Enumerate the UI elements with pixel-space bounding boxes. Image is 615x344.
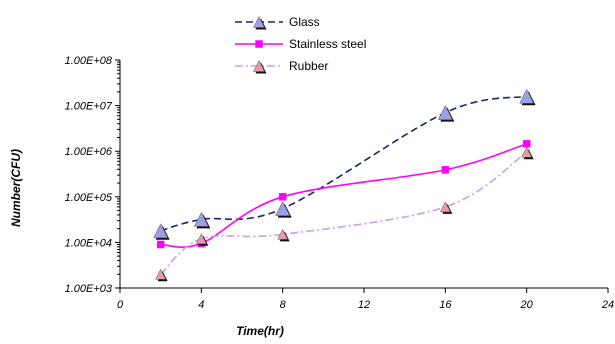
x-tick-label: 16 [439, 299, 452, 311]
x-tick-label: 8 [280, 299, 287, 311]
x-tick-label: 20 [520, 299, 534, 311]
data-point-glass [437, 105, 453, 120]
y-tick-label: 1.00E+04 [65, 237, 112, 249]
legend-label-stainless-steel: Stainless steel [289, 37, 366, 51]
data-point-glass [193, 211, 209, 227]
series-line-glass [160, 95, 527, 232]
y-tick-label: 1.00E+07 [65, 101, 113, 113]
y-axis-title: Number(CFU) [9, 149, 23, 227]
axes: 1.00E+03 1.00E+04 1.00E+05 1.00E+06 1.00E+07… [65, 55, 615, 311]
legend-label-rubber: Rubber [289, 59, 328, 73]
series-markers [153, 88, 536, 282]
data-point-rubber [521, 146, 533, 158]
y-tick-label: 1.00E+06 [65, 146, 113, 158]
legend-label-glass: Glass [289, 15, 320, 29]
data-point-stainless-steel [522, 140, 531, 148]
data-point-glass [153, 223, 169, 239]
data-point-stainless-steel [156, 240, 165, 249]
series-line-rubber [160, 151, 528, 275]
x-tick-label: 24 [601, 299, 614, 311]
legend: Glass Stainless steel Rubber [235, 15, 366, 74]
y-tick-label: 1.00E+05 [65, 192, 113, 204]
data-point-rubber [439, 201, 451, 213]
data-point-stainless-steel [278, 193, 287, 201]
legend-marker-glass [253, 15, 265, 28]
legend-marker-stainless-steel [255, 40, 263, 48]
series-line-stainless-steel [160, 143, 527, 248]
legend-marker-rubber [253, 59, 265, 72]
x-tick-label: 4 [198, 299, 204, 311]
data-point-rubber [195, 233, 207, 245]
x-axis-title: Time(hr) [236, 324, 284, 338]
data-point-rubber [155, 268, 167, 280]
series-lines [160, 95, 528, 275]
y-tick-label: 1.00E+08 [65, 55, 113, 67]
data-point-stainless-steel [441, 166, 450, 174]
x-tick-label: 12 [358, 299, 370, 311]
y-tick-label: 1.00E+03 [65, 283, 113, 295]
data-point-glass [519, 88, 535, 104]
data-point-glass [275, 201, 291, 216]
data-point-rubber [277, 228, 289, 240]
x-tick-label: 0 [117, 299, 124, 311]
